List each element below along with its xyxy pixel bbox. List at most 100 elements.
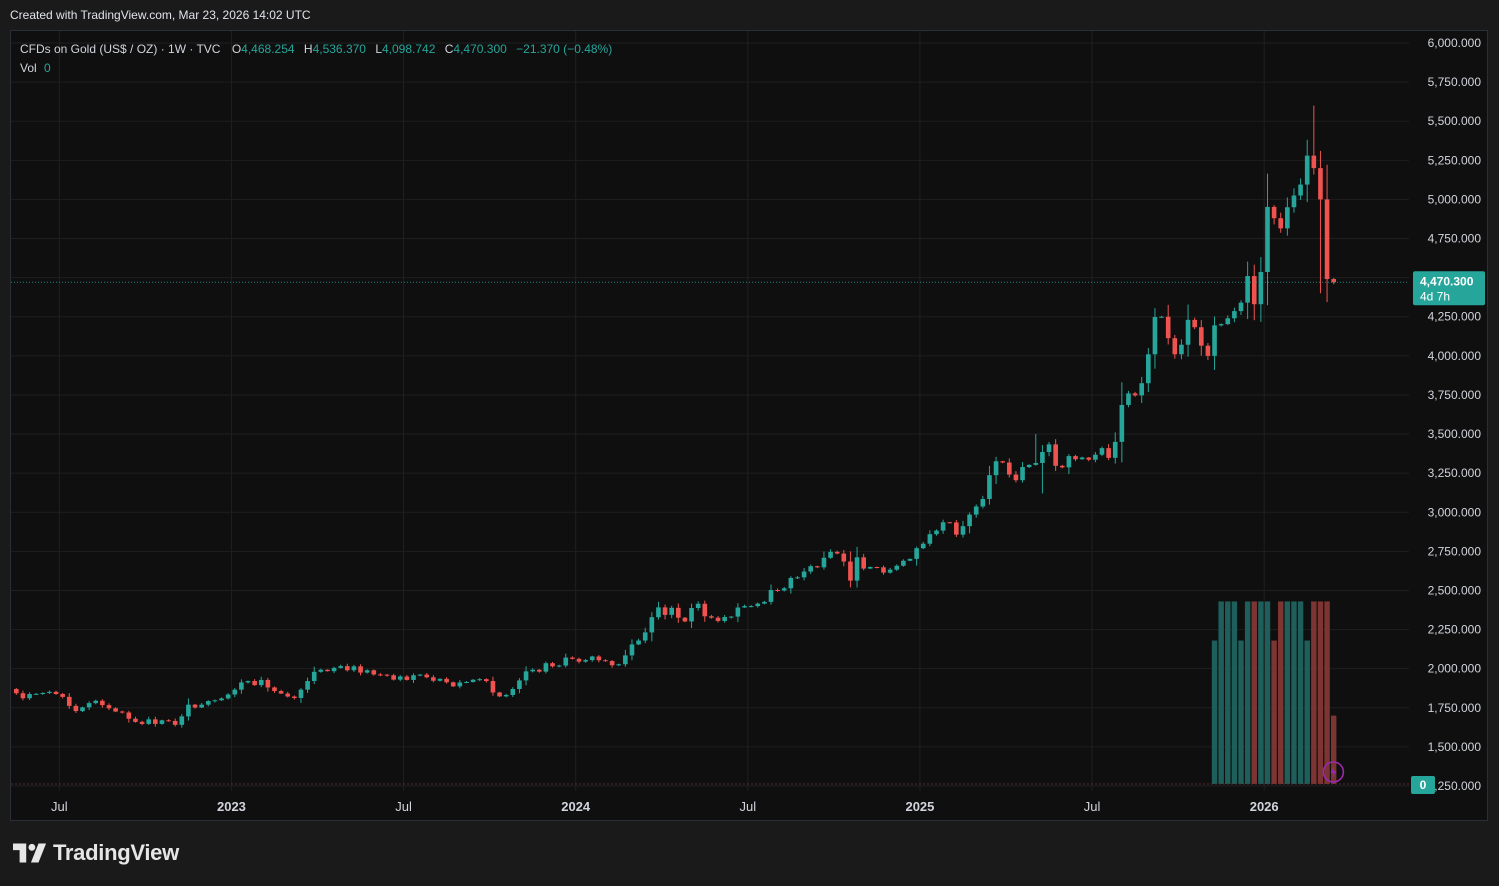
time-axis-label: 2025 — [905, 799, 934, 814]
candle-body — [861, 557, 866, 569]
candle-body — [53, 691, 59, 695]
candle-body — [384, 674, 390, 676]
candle-body — [920, 543, 926, 549]
candle-body — [702, 603, 708, 617]
candle-body — [735, 607, 741, 617]
price-axis-label: 3,000.000 — [1428, 505, 1482, 519]
candle-body — [1298, 184, 1303, 196]
candle-body — [907, 558, 913, 561]
candle-body — [1000, 461, 1005, 463]
volume-value: 0 — [44, 61, 51, 75]
candle-body — [914, 548, 919, 559]
candle-body — [987, 475, 992, 499]
candle-body — [484, 679, 489, 682]
candles — [14, 105, 1336, 728]
candle-body — [272, 687, 277, 692]
candle-body — [219, 698, 224, 701]
open-value: 4,468.254 — [241, 42, 295, 56]
candle-body — [391, 675, 396, 680]
candle-body — [623, 655, 628, 665]
candle-body — [1139, 383, 1145, 396]
chart-legend: CFDs on Gold (US$ / OZ) · 1W · TVC O4,46… — [20, 40, 612, 78]
volume-bar — [1304, 640, 1310, 784]
candle-body — [762, 601, 767, 604]
candle-body — [867, 567, 873, 569]
candle-body — [781, 588, 787, 591]
candle-body — [755, 603, 761, 607]
price-axis[interactable]: 6,000.000 5,750.000 5,500.000 5,250.000 5,00… — [1428, 36, 1482, 793]
candle-body — [894, 565, 900, 570]
candle-body — [556, 665, 562, 667]
chart-panel[interactable]: 6,000.000 5,750.000 5,500.000 5,250.000 5,00… — [10, 30, 1488, 821]
candle-body — [225, 694, 231, 699]
candle-body — [192, 704, 198, 708]
candle-body — [100, 700, 105, 706]
candle-body — [695, 603, 701, 608]
time-axis[interactable]: Jul 2023 Jul 2024 Jul 2025 Jul 2026 — [51, 799, 1279, 814]
candle-body — [1007, 462, 1012, 475]
price-axis-label: 4,750.000 — [1428, 232, 1482, 246]
candle-body — [470, 679, 476, 682]
volume-bar — [1231, 601, 1238, 784]
price-axis-label: 6,000.000 — [1428, 36, 1482, 50]
candle-body — [1119, 404, 1125, 442]
low-value: 4,098.742 — [382, 42, 436, 56]
candle-body — [431, 677, 436, 681]
candle-body — [265, 679, 271, 688]
candle-body — [1165, 316, 1171, 339]
candle-body — [153, 719, 158, 724]
volume-bar — [1317, 601, 1324, 784]
candle-body — [1073, 456, 1078, 460]
candle-body — [378, 674, 383, 676]
candle-body — [563, 657, 569, 666]
tradingview-brand[interactable]: TradingView — [13, 840, 179, 866]
candle-body — [239, 682, 244, 690]
candle-body — [397, 676, 403, 680]
candle-body — [311, 671, 317, 682]
candle-body — [1331, 279, 1336, 283]
volume-bar — [1264, 601, 1271, 784]
price-axis-label: 3,500.000 — [1428, 427, 1482, 441]
candle-body — [60, 694, 65, 697]
volume-label: Vol — [20, 61, 37, 75]
candle-body — [1304, 155, 1310, 185]
candle-body — [609, 661, 615, 666]
last-price-badge-value: 4,470.300 — [1420, 274, 1474, 288]
candle-body — [642, 632, 648, 641]
candle-body — [113, 708, 118, 712]
candle-body — [1079, 457, 1085, 460]
candle-body — [252, 681, 257, 686]
candle-body — [669, 607, 674, 615]
volume-badge-value: 0 — [1420, 778, 1427, 792]
candle-body — [1218, 324, 1224, 326]
candle-body — [1238, 302, 1244, 312]
candle-body — [788, 577, 794, 589]
volume-badge — [1411, 776, 1435, 794]
candle-body — [874, 567, 880, 569]
candle-body — [1198, 327, 1204, 346]
candle-body — [119, 711, 125, 713]
candle-body — [172, 720, 178, 725]
candle-body — [20, 693, 26, 699]
candle-body — [86, 703, 92, 708]
candle-body — [728, 616, 734, 618]
candlestick-chart[interactable]: 6,000.000 5,750.000 5,500.000 5,250.000 5,00… — [11, 31, 1487, 820]
candle-body — [444, 678, 449, 683]
candle-body — [927, 534, 933, 544]
high-label: H — [303, 42, 313, 56]
candle-body — [1291, 195, 1297, 208]
candle-body — [589, 656, 595, 661]
price-axis-label: 2,250.000 — [1428, 623, 1482, 637]
candle-body — [417, 674, 423, 676]
candle-body — [331, 667, 337, 672]
volume-bar — [1284, 601, 1291, 784]
time-axis-label: 2024 — [561, 799, 591, 814]
lightning-bolt-shape — [1330, 766, 1337, 778]
candle-body — [14, 689, 19, 694]
volume-bar — [1271, 640, 1277, 784]
candle-body — [1179, 344, 1184, 355]
candle-body — [576, 658, 582, 662]
candle-body — [954, 522, 959, 535]
candle-body — [603, 660, 608, 662]
